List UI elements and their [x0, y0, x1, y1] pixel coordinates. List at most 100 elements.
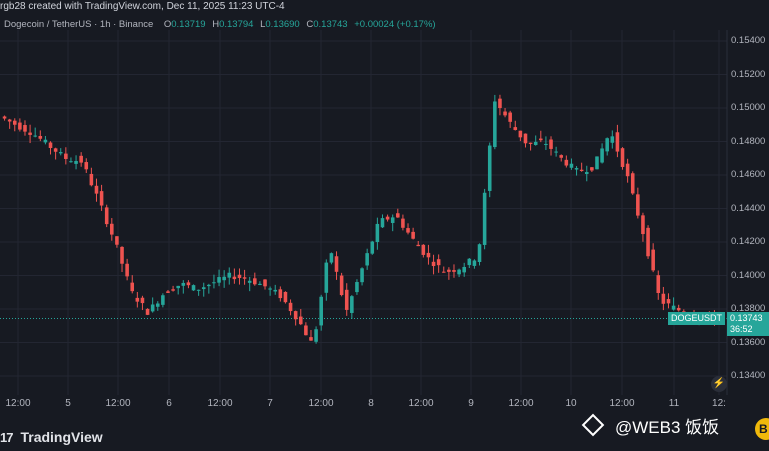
candle-down — [115, 236, 119, 245]
price-tick-label: 0.14000 — [731, 269, 766, 281]
candle-up — [176, 285, 180, 289]
price-tick-label: 0.13400 — [731, 370, 766, 381]
candle-up — [258, 283, 262, 285]
candle-down — [288, 302, 293, 312]
candle-down — [48, 142, 53, 148]
watermark: @WEB3 饭饭 — [581, 412, 720, 438]
candle-down — [615, 132, 620, 152]
candle-down — [263, 279, 267, 287]
candle-down — [253, 278, 257, 285]
candle-down — [94, 185, 99, 194]
candle-up — [273, 289, 278, 292]
candle-down — [447, 269, 451, 272]
candle-up — [482, 192, 487, 245]
time-tick-label: 9 — [468, 398, 474, 409]
low-value: 0.13690 — [265, 19, 300, 30]
candle-down — [646, 227, 650, 257]
candle-down — [503, 111, 507, 116]
candle-down — [431, 261, 436, 267]
candle-down — [559, 155, 564, 158]
candle-down — [620, 148, 625, 167]
candle-up — [375, 223, 380, 242]
coin-badge-icon: B — [755, 418, 769, 440]
time-tick-label: 6 — [166, 398, 172, 409]
candle-up — [390, 217, 395, 223]
candle-down — [625, 163, 630, 177]
candle-down — [564, 159, 569, 166]
chart-grid — [0, 30, 727, 395]
price-tick-label: 0.13800 — [731, 303, 766, 314]
candle-up — [457, 269, 461, 275]
candle-up — [671, 305, 676, 310]
time-tick-label: 12:00 — [508, 398, 534, 409]
price-tick-label: 0.14600 — [731, 169, 766, 180]
time-tick-label: 12:00 — [408, 398, 434, 409]
candle-up — [227, 272, 232, 278]
time-tick-label: 12:00 — [609, 398, 635, 409]
close-label: C — [306, 19, 314, 30]
candle-up — [472, 260, 477, 266]
candle-up — [584, 172, 589, 174]
candle-up — [554, 151, 558, 153]
candle-up — [247, 280, 252, 283]
diamond-icon — [581, 413, 605, 437]
symbol-legend[interactable]: Dogecoin / TetherUS · 1h · Binance O0.13… — [4, 17, 440, 33]
candle-down — [64, 153, 68, 159]
goto-realtime-button[interactable]: ⚡ — [711, 376, 727, 392]
open-label: O — [163, 19, 172, 30]
candle-up — [314, 329, 318, 342]
price-tick-label: 0.15000 — [731, 102, 766, 113]
time-tick-label: 12: — [712, 398, 726, 409]
candle-up — [319, 296, 323, 326]
candle-down — [304, 325, 308, 336]
candle-up — [268, 288, 272, 290]
candle-down — [656, 275, 661, 293]
candle-down — [242, 277, 247, 279]
candle-down — [125, 263, 129, 277]
candle-down — [579, 169, 584, 172]
watermark-text: @WEB3 饭饭 — [615, 417, 720, 437]
candle-down — [523, 133, 528, 144]
candle-down — [79, 155, 83, 163]
candlestick-series — [2, 94, 717, 344]
high-value: 0.13794 — [219, 19, 254, 30]
ticker-tag: DOGEUSDT — [668, 312, 726, 325]
candle-down — [53, 148, 58, 152]
candle-up — [33, 135, 37, 137]
symbol-name[interactable]: Dogecoin / TetherUS · 1h · Binance — [4, 19, 154, 30]
price-tick-label: 0.15400 — [731, 35, 766, 46]
candle-down — [23, 125, 27, 132]
last-price-box: 0.13743 36:52 — [727, 312, 769, 336]
candle-down — [518, 130, 523, 138]
candle-down — [140, 297, 145, 304]
candle-down — [406, 228, 410, 233]
open-value: 0.13719 — [171, 19, 206, 30]
tradingview-logo[interactable]: 17 TradingView — [0, 428, 103, 446]
candle-down — [661, 293, 666, 304]
candle-up — [493, 101, 497, 148]
candle-up — [487, 145, 492, 191]
candle-down — [651, 249, 655, 271]
candle-down — [2, 116, 7, 119]
candle-down — [508, 112, 512, 122]
candle-down — [498, 98, 502, 109]
candle-up — [360, 268, 364, 283]
candle-down — [28, 132, 32, 135]
candle-down — [110, 223, 114, 235]
candle-down — [641, 215, 645, 235]
candle-up — [467, 258, 472, 266]
candle-up — [355, 282, 359, 293]
price-tick-label: 0.15200 — [731, 68, 766, 80]
candle-up — [462, 266, 466, 273]
candle-down — [283, 291, 288, 303]
time-tick-label: 12:00 — [308, 398, 334, 409]
candle-up — [569, 163, 574, 168]
candle-up — [212, 282, 216, 284]
candle-up — [207, 284, 211, 287]
candle-down — [104, 207, 109, 225]
time-tick-label: 12:00 — [5, 398, 31, 409]
change-value: +0.00024 (+0.17%) — [354, 19, 436, 30]
candle-down — [89, 173, 94, 186]
tradingview-logo-mark: 17 — [0, 429, 14, 445]
